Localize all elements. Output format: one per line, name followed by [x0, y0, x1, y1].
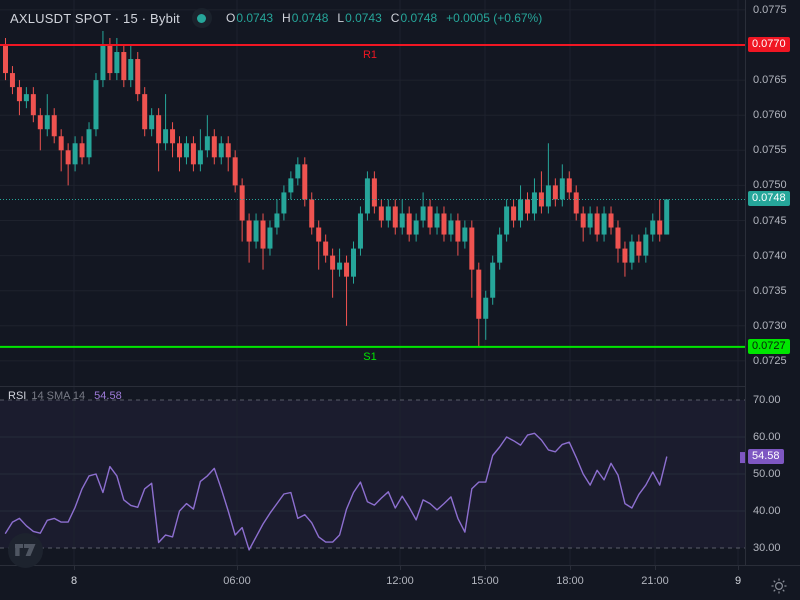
r1-price-badge: 0.0770 — [748, 37, 790, 52]
time-axis-label: 9 — [734, 575, 742, 587]
rsi-title[interactable]: RSI — [8, 390, 27, 402]
s1-level-label: S1 — [363, 350, 377, 363]
price-axis-label: 0.0775 — [753, 3, 787, 16]
high-value: H 0.0748 — [282, 11, 329, 25]
time-axis-label: 21:00 — [641, 575, 669, 587]
time-axis-tick — [738, 566, 739, 570]
rsi-current-value: 54.58 — [94, 390, 122, 402]
price-axis-label: 0.0765 — [753, 74, 787, 87]
pane-separator[interactable] — [0, 386, 800, 387]
last-price-badge: 0.0748 — [748, 191, 790, 207]
rsi-axis-label: 30.00 — [753, 542, 781, 554]
time-axis-tick — [655, 566, 656, 570]
rsi-axis-label: 50.00 — [753, 468, 781, 480]
rsi-indicator-pane[interactable] — [0, 386, 745, 565]
price-axis-label: 0.0740 — [753, 249, 787, 262]
ohlc-values: O 0.0743 H 0.0748 L 0.0743 C 0.0748 +0.0… — [226, 11, 542, 25]
price-axis[interactable]: 0.0770 0.0748 0.0727 54.58 0.0775 0.0765 0… — [745, 0, 800, 565]
s1-price-badge: 0.0727 — [748, 338, 790, 354]
time-axis-tick — [74, 566, 75, 570]
time-axis-label: 15:00 — [471, 575, 499, 587]
time-axis-label: 12:00 — [386, 575, 414, 587]
live-status-dot-icon — [197, 13, 207, 23]
time-axis-tick — [485, 566, 486, 570]
symbol-title[interactable]: AXLUSDT SPOT · 15 · Bybit — [10, 10, 180, 26]
price-chart-pane[interactable] — [0, 0, 745, 386]
tradingview-logo[interactable] — [8, 533, 43, 568]
time-axis-tick — [400, 566, 401, 570]
price-axis-label: 0.0745 — [753, 214, 787, 227]
rsi-axis-label: 60.00 — [753, 431, 781, 443]
open-value: O 0.0743 — [225, 11, 274, 25]
change-value: +0.0005 (+0.67%) — [446, 11, 543, 25]
rsi-axis-label: 70.00 — [753, 394, 781, 406]
timezone-settings-button[interactable] — [768, 575, 790, 597]
rsi-legend: RSI 14 SMA 14 54.58 — [8, 390, 122, 402]
gear-icon — [771, 578, 787, 594]
price-axis-label: 0.0755 — [753, 144, 787, 157]
time-axis-label: 06:00 — [223, 575, 251, 587]
chart-legend: AXLUSDT SPOT · 15 · Bybit O 0.0743 H 0.0… — [10, 7, 542, 29]
price-axis-label: 0.0735 — [753, 284, 787, 297]
low-value: L 0.0743 — [337, 11, 382, 25]
price-axis-label: 0.0725 — [753, 354, 787, 367]
tradingview-logo-icon — [15, 544, 36, 556]
time-axis-tick — [570, 566, 571, 570]
time-axis[interactable]: 8 06:00 12:00 15:00 18:00 21:00 9 — [0, 565, 800, 600]
time-axis-label: 18:00 — [556, 575, 584, 587]
rsi-value-badge: 54.58 — [748, 449, 784, 465]
rsi-params: 14 SMA 14 — [31, 390, 86, 402]
price-axis-label: 0.0750 — [753, 179, 787, 192]
r1-level-label: R1 — [362, 49, 378, 61]
rsi-axis-label: 40.00 — [753, 505, 781, 517]
close-value: C 0.0748 — [390, 11, 438, 25]
time-axis-tick — [237, 566, 238, 570]
data-source-dot-button[interactable] — [191, 8, 212, 28]
time-axis-label: 8 — [70, 575, 78, 587]
price-axis-label: 0.0760 — [753, 109, 787, 122]
price-axis-label: 0.0730 — [753, 319, 787, 332]
